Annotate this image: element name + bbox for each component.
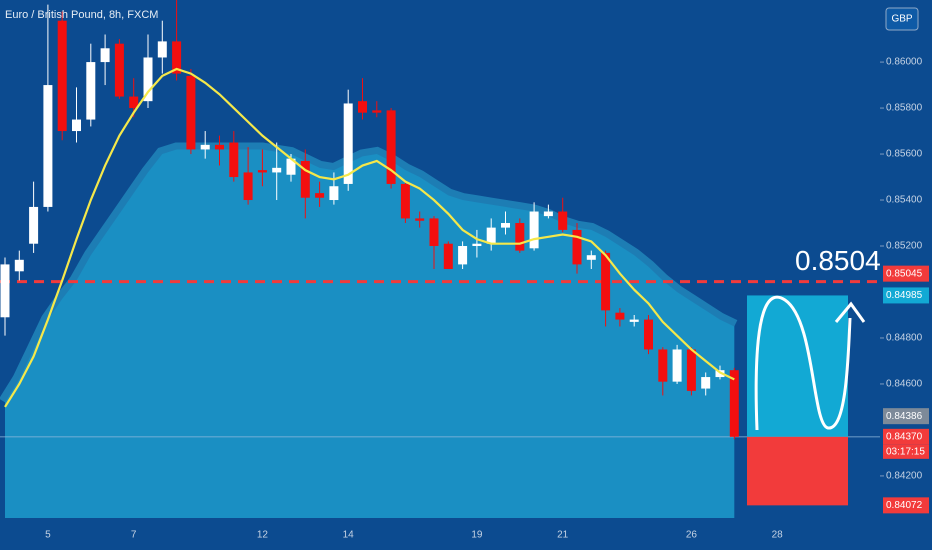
price-label: 0.84072: [886, 500, 923, 511]
currency-button[interactable]: [885, 7, 919, 31]
candle-body: [400, 183, 410, 219]
candle-body: [129, 96, 139, 109]
candle-body: [186, 75, 196, 150]
price-label: 0.84386: [886, 411, 923, 422]
candle-body: [100, 48, 110, 63]
y-tick-label: 0.84800: [886, 333, 923, 344]
candle-body: [43, 85, 53, 207]
y-tick-label: 0.85600: [886, 149, 923, 160]
candle-body: [686, 349, 696, 391]
candle-body: [572, 229, 582, 265]
plot-area: [0, 0, 880, 518]
candle-body: [515, 223, 525, 251]
candle-body: [0, 264, 10, 318]
candle-body: [272, 167, 282, 173]
price-label-box: [883, 287, 929, 304]
x-tick-label: 28: [772, 530, 784, 541]
price-label-box: [883, 408, 929, 425]
candle-body: [343, 103, 353, 184]
candle-body: [315, 193, 325, 198]
candle-body: [114, 43, 124, 97]
candle-body: [257, 170, 267, 173]
x-tick-label: 26: [686, 530, 698, 541]
candle-body: [644, 319, 653, 350]
moving-average: [4, 67, 735, 408]
candle-body: [458, 246, 468, 265]
candle-body: [558, 211, 568, 230]
candle-body: [501, 223, 510, 228]
candle-body: [29, 206, 39, 244]
candle-body: [472, 243, 482, 247]
cloud-area: [5, 149, 735, 518]
candle-body: [615, 312, 625, 320]
chart-title: Euro / British Pound, 8h, FXCM: [5, 9, 158, 21]
candle-body: [429, 218, 439, 247]
candle-body: [629, 319, 639, 322]
candle-body: [57, 20, 67, 132]
price-label: 0.84370: [886, 431, 923, 442]
currency[interactable]: GBP: [891, 14, 912, 25]
candle-body: [529, 211, 539, 249]
annotation: 0.8504: [795, 245, 881, 276]
price-label-box: [883, 265, 929, 282]
y-tick-label: 0.85200: [886, 241, 923, 252]
candle-body: [172, 41, 182, 74]
x-tick-label: 21: [557, 530, 569, 541]
candle-body: [243, 172, 253, 201]
candle-body: [386, 110, 396, 184]
candle-body: [701, 377, 711, 389]
candle-body: [543, 211, 553, 217]
price-label-box: [883, 428, 929, 445]
candle-body: [286, 158, 296, 175]
y-tick-label: 0.84200: [886, 471, 923, 482]
candle-body: [672, 349, 682, 382]
x-tick-label: 14: [343, 530, 355, 541]
candle-body: [372, 110, 382, 113]
x-tick-label: 12: [257, 530, 269, 541]
y-tick-label: 0.85400: [886, 195, 923, 206]
candle-body: [358, 101, 367, 113]
candle-body: [229, 142, 239, 178]
x-tick-label: 5: [45, 530, 51, 541]
candle-body: [14, 259, 24, 272]
price-label-box: [883, 497, 929, 514]
candle-body: [143, 57, 153, 102]
countdown: 03:17:15: [886, 446, 925, 457]
candle-body: [215, 144, 224, 150]
candle-body: [729, 370, 739, 437]
x-tick-label: 19: [471, 530, 483, 541]
candle-body: [601, 252, 611, 311]
y-tick-label: 0.86000: [886, 57, 923, 68]
y-tick-label: 0.84600: [886, 379, 923, 390]
candle-body: [157, 41, 167, 58]
time-axis: [0, 518, 880, 550]
wave-arrow: [754, 295, 852, 431]
candle-body: [415, 218, 425, 221]
candle-body: [300, 160, 310, 198]
candle-body: [486, 227, 496, 244]
candle-body: [658, 349, 668, 382]
candle-body: [86, 62, 96, 120]
arrow-head: [834, 301, 866, 323]
y-tick-label: 0.85800: [886, 103, 923, 114]
candle-body: [200, 144, 210, 150]
candle-body: [586, 255, 596, 260]
x-tick-label: 7: [131, 530, 137, 541]
price-label: 0.85045: [886, 268, 923, 279]
countdown-box: [883, 444, 929, 459]
stop-zone: [747, 436, 848, 506]
candle-body: [72, 119, 81, 132]
candle-body: [329, 186, 339, 201]
candle-body: [443, 243, 453, 270]
price-label: 0.84985: [886, 290, 923, 301]
